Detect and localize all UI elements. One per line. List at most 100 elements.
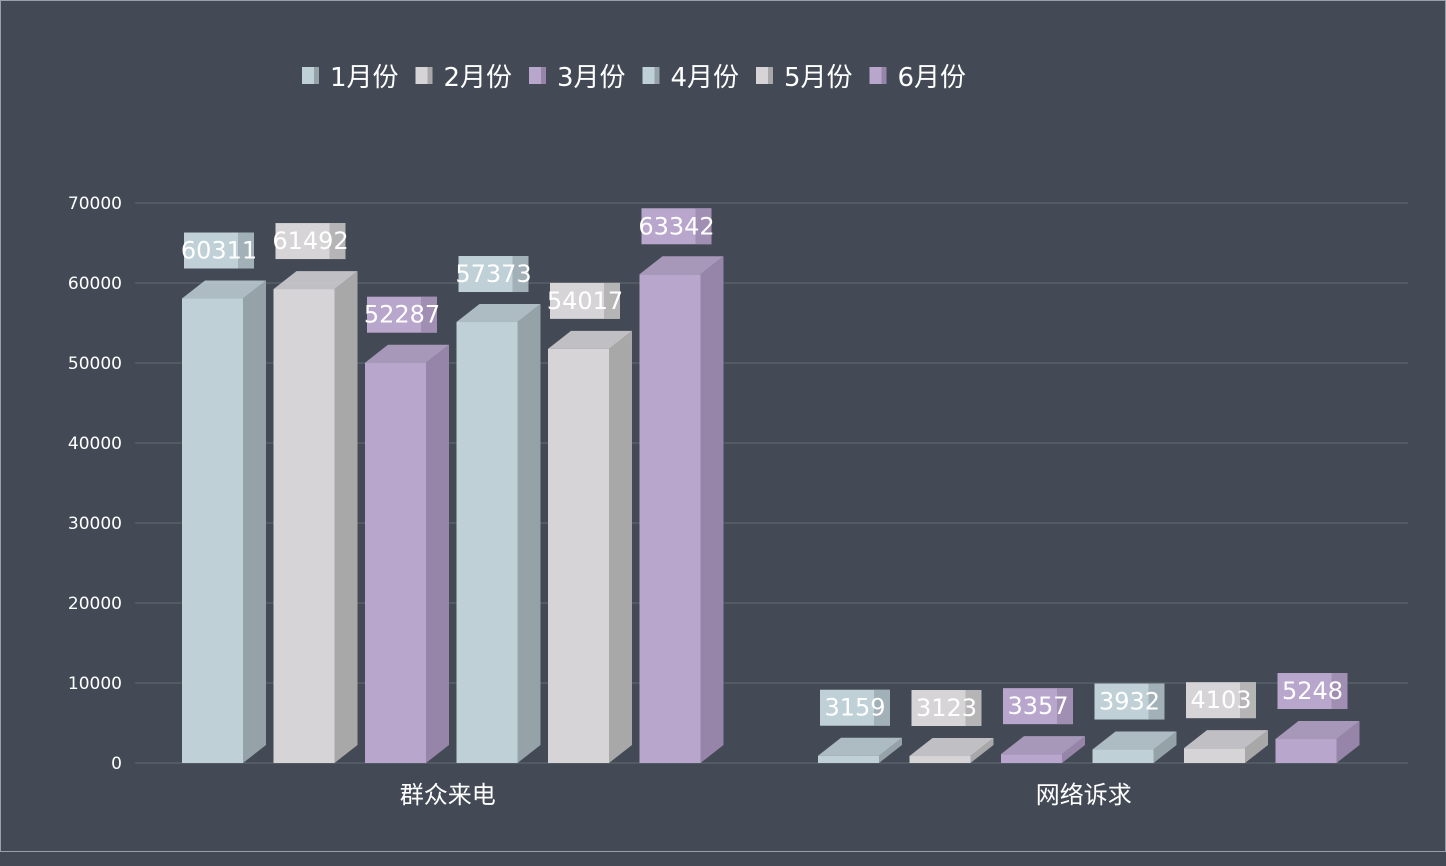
bar: 57373 (455, 256, 541, 763)
data-label-box-side (512, 256, 529, 293)
legend-label: 1月份 (330, 63, 399, 93)
data-label: 3159 (824, 694, 885, 722)
data-label-box-side (965, 690, 982, 727)
legend-item: 2月份 (415, 63, 513, 93)
bar-front (365, 362, 426, 763)
bar-front (548, 348, 609, 763)
bar: 63342 (638, 208, 724, 763)
legend-swatch-side (768, 67, 773, 84)
bar-top (1001, 736, 1085, 755)
data-label-box-side (421, 296, 437, 333)
bar: 5248 (1275, 673, 1360, 763)
bar: 61492 (272, 223, 358, 763)
bar-top (1275, 721, 1360, 740)
data-label-box-side (604, 282, 620, 319)
legend-swatch (642, 67, 655, 84)
bar: 3159 (818, 689, 902, 763)
y-tick-label: 60000 (68, 274, 122, 294)
bar-side (334, 271, 358, 763)
y-tick-label: 70000 (68, 194, 122, 214)
bar-front (1184, 748, 1245, 763)
legend-item: 6月份 (869, 63, 967, 93)
bar-front (1275, 739, 1337, 763)
bar-top (182, 280, 266, 299)
legend-label: 6月份 (898, 63, 967, 93)
x-category-label: 群众来电 (400, 781, 496, 809)
data-label-box-side (329, 223, 346, 260)
y-tick-label: 50000 (68, 354, 122, 374)
legend-swatch-side (314, 67, 319, 84)
legend-swatch-side (881, 67, 887, 84)
bar-front (456, 322, 518, 763)
data-label-box-side (695, 208, 712, 245)
bar: 60311 (181, 232, 266, 763)
data-label: 3123 (916, 694, 977, 722)
data-label-box-side (1148, 683, 1165, 720)
bar-side (1153, 731, 1177, 763)
data-label-box-side (1057, 688, 1073, 725)
legend-swatch (415, 67, 428, 84)
bar-front (909, 756, 971, 763)
y-tick-label: 0 (111, 754, 122, 774)
bar-top (818, 737, 902, 756)
legend-swatch (302, 67, 314, 84)
bar-side (1336, 721, 1360, 763)
data-label: 3357 (1007, 692, 1068, 720)
y-tick-label: 10000 (68, 674, 122, 694)
data-label: 4103 (1190, 686, 1251, 714)
legend-label: 3月份 (557, 63, 626, 93)
bar-top (1184, 730, 1268, 749)
legend-swatch-side (427, 67, 433, 84)
bar-front (1092, 749, 1154, 763)
bar-top (365, 344, 449, 363)
bar: 3123 (909, 690, 994, 763)
bar-side (700, 256, 724, 763)
data-label: 52287 (364, 301, 440, 329)
bar: 52287 (364, 296, 449, 763)
data-label-box-side (874, 689, 890, 726)
legend-item: 3月份 (529, 63, 626, 93)
bar-side (1245, 730, 1268, 763)
legend-label: 2月份 (444, 63, 513, 93)
data-label: 54017 (547, 287, 623, 315)
legend-swatch-side (654, 67, 660, 84)
legend-swatch (756, 67, 768, 84)
data-label: 63342 (638, 212, 714, 240)
legend-label: 5月份 (784, 63, 853, 93)
bar-top (456, 304, 541, 323)
legend-swatch (869, 67, 882, 84)
bar-top (639, 256, 724, 275)
data-label: 5248 (1282, 677, 1343, 705)
y-tick-label: 20000 (68, 594, 122, 614)
legend-item: 5月份 (756, 63, 853, 93)
data-label: 61492 (272, 227, 348, 255)
bar: 4103 (1184, 682, 1268, 763)
bar-side (517, 304, 541, 763)
bar-side (426, 344, 449, 763)
bar: 3357 (1001, 688, 1085, 763)
bar-side (243, 280, 266, 763)
bar: 3932 (1092, 683, 1177, 763)
bar-side (609, 330, 632, 763)
x-category-label: 网络诉求 (1036, 781, 1132, 809)
legend-item: 4月份 (642, 63, 739, 93)
bar-side (879, 737, 902, 763)
data-label: 60311 (181, 237, 257, 265)
data-label-box-side (1240, 682, 1256, 719)
bar-front (818, 755, 879, 763)
y-tick-label: 30000 (68, 514, 122, 534)
data-label: 3932 (1099, 688, 1160, 716)
bar-front (273, 289, 335, 763)
legend-swatch (529, 67, 541, 84)
y-tick-label: 40000 (68, 434, 122, 454)
legend-swatch-side (541, 67, 546, 84)
bar-top (1092, 731, 1177, 750)
legend-item: 1月份 (302, 63, 399, 93)
bar-front (639, 274, 701, 763)
bar: 54017 (547, 282, 632, 763)
bar-top (909, 738, 994, 757)
data-label: 57373 (455, 260, 531, 288)
data-label-box-side (238, 232, 254, 269)
bar-top (548, 330, 632, 349)
